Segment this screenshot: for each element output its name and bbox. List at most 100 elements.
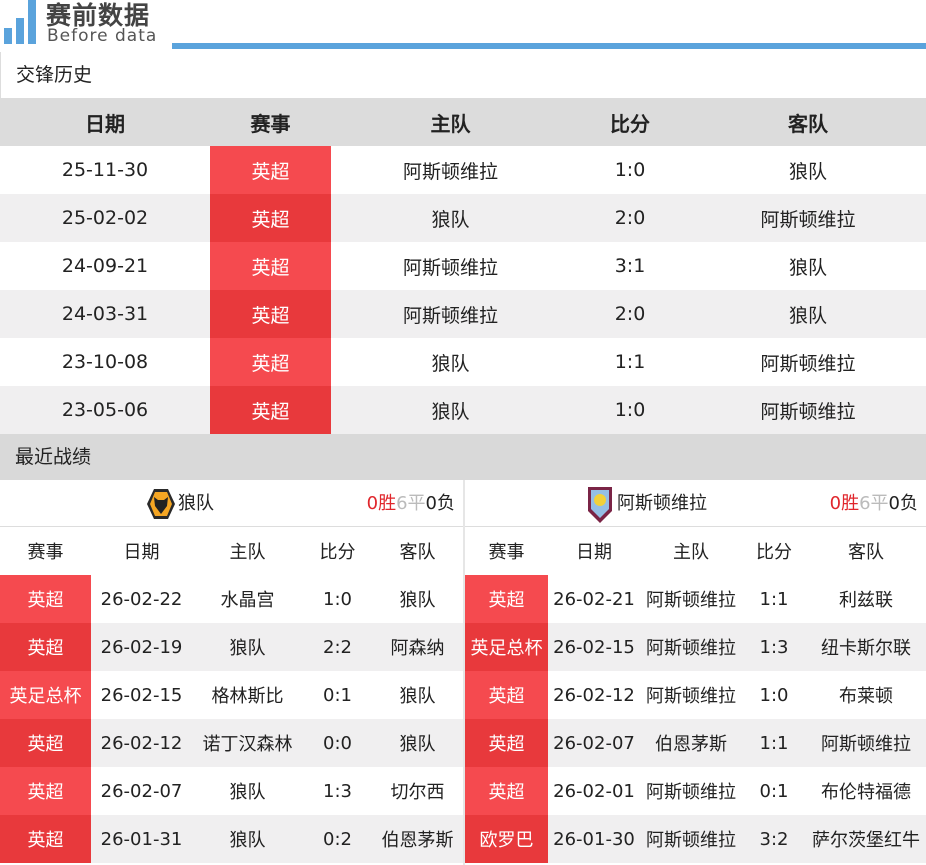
team-name: 狼队 bbox=[146, 480, 214, 527]
away-team-cell: 纽卡斯尔联 bbox=[806, 623, 926, 671]
record-summary: 0胜6平0负 bbox=[366, 493, 455, 514]
away-team-cell: 狼队 bbox=[399, 590, 436, 611]
score-cell: 3:2 bbox=[742, 815, 806, 863]
home-team-cell: 阿斯顿维拉 bbox=[640, 815, 742, 863]
competition-cell: 英超 bbox=[465, 719, 548, 767]
competition-cell: 英超 bbox=[210, 338, 331, 386]
home-team-cell: 狼队 bbox=[229, 782, 266, 803]
home-team-cell: 阿斯顿维拉 bbox=[402, 160, 498, 183]
table-row: 英足总杯 26-02-15 阿斯顿维拉 1:3 纽卡斯尔联 bbox=[465, 623, 926, 671]
column-header-date: 日期 bbox=[123, 542, 160, 563]
home-team-cell: 狼队 bbox=[192, 623, 303, 671]
date-cell: 26-02-15 bbox=[100, 684, 183, 706]
recent-panel-wolves: 狼队 0胜6平0负 赛事 日期 主队 比分 客队 英超 26-02-22 水晶宫 1:0 狼队 英超… bbox=[0, 480, 463, 863]
away-team-cell: 阿斯顿维拉 bbox=[690, 386, 926, 434]
score-cell: 3:1 bbox=[614, 255, 646, 277]
column-header-date: 日期 bbox=[0, 98, 210, 146]
table-row: 英超 26-02-21 阿斯顿维拉 1:1 利兹联 bbox=[465, 575, 926, 623]
score-cell: 1:0 bbox=[759, 684, 789, 706]
score-cell: 0:1 bbox=[323, 684, 352, 706]
away-team-cell: 利兹联 bbox=[839, 590, 893, 611]
score-cell: 0:1 bbox=[759, 780, 789, 802]
competition-cell: 英足总杯 bbox=[465, 623, 548, 671]
away-team-cell: 切尔西 bbox=[390, 782, 445, 803]
competition-cell: 英超 bbox=[0, 575, 91, 623]
competition-cell: 英超 bbox=[210, 194, 331, 242]
away-team-cell: 阿斯顿维拉 bbox=[806, 719, 926, 767]
date-cell: 23-10-08 bbox=[61, 351, 149, 373]
date-cell: 26-02-07 bbox=[548, 719, 640, 767]
home-team-cell: 阿斯顿维拉 bbox=[646, 686, 736, 707]
home-team-cell: 伯恩茅斯 bbox=[640, 719, 742, 767]
recent-table-villa: 赛事 日期 主队 比分 客队 英超 26-02-21 阿斯顿维拉 1:1 利兹联 英足总杯 26-02… bbox=[465, 527, 926, 863]
aston-villa-crest-icon bbox=[588, 486, 612, 523]
table-row: 英超 26-02-07 伯恩茅斯 1:1 阿斯顿维拉 bbox=[465, 719, 926, 767]
competition-cell: 英超 bbox=[0, 815, 91, 863]
home-team-cell: 水晶宫 bbox=[220, 590, 275, 611]
competition-cell: 英超 bbox=[210, 242, 331, 290]
score-cell: 0:0 bbox=[303, 719, 372, 767]
header-divider bbox=[172, 43, 926, 49]
date-cell: 26-01-30 bbox=[548, 815, 640, 863]
competition-cell: 英超 bbox=[465, 767, 548, 815]
home-team-cell: 阿斯顿维拉 bbox=[331, 290, 570, 338]
date-cell: 25-02-02 bbox=[0, 194, 210, 242]
column-header-date: 日期 bbox=[576, 542, 612, 563]
away-team-cell: 狼队 bbox=[788, 256, 827, 279]
score-cell: 1:3 bbox=[742, 623, 806, 671]
competition-cell: 英超 bbox=[0, 719, 91, 767]
table-row: 英超 26-02-07 狼队 1:3 切尔西 bbox=[0, 767, 463, 815]
column-header-score: 比分 bbox=[570, 98, 690, 146]
date-cell: 26-02-21 bbox=[553, 588, 635, 610]
competition-cell: 欧罗巴 bbox=[465, 815, 548, 863]
table-row: 欧罗巴 26-01-30 阿斯顿维拉 3:2 萨尔茨堡红牛 bbox=[465, 815, 926, 863]
competition-cell: 英超 bbox=[210, 146, 331, 194]
column-header-home-team: 主队 bbox=[331, 98, 570, 146]
column-header-home-team: 主队 bbox=[673, 542, 709, 563]
date-cell: 26-02-22 bbox=[100, 588, 183, 610]
home-team-cell: 狼队 bbox=[192, 815, 303, 863]
wolves-crest-icon bbox=[147, 488, 175, 519]
date-cell: 24-09-21 bbox=[61, 255, 149, 277]
competition-cell: 英足总杯 bbox=[0, 671, 91, 719]
column-header-competition: 赛事 bbox=[210, 98, 331, 146]
h2h-section-title: 交锋历史 bbox=[0, 52, 926, 98]
column-header-competition: 赛事 bbox=[488, 542, 525, 563]
column-header-away-team: 客队 bbox=[399, 542, 436, 563]
column-header-score: 比分 bbox=[319, 542, 356, 563]
logo: 赛前数据 Before data bbox=[0, 0, 170, 46]
recent-section-title: 最近战绩 bbox=[0, 434, 926, 480]
column-header-away-team: 客队 bbox=[690, 98, 926, 146]
score-cell: 2:0 bbox=[570, 290, 690, 338]
recent-table-wolves: 赛事 日期 主队 比分 客队 英超 26-02-22 水晶宫 1:0 狼队 英超 26-02-19 狼队… bbox=[0, 527, 463, 863]
table-row: 25-02-02 英超 狼队 2:0 阿斯顿维拉 bbox=[0, 194, 926, 242]
score-cell: 0:2 bbox=[303, 815, 372, 863]
score-cell: 1:1 bbox=[742, 719, 806, 767]
date-cell: 23-05-06 bbox=[0, 386, 210, 434]
table-row: 英超 26-02-22 水晶宫 1:0 狼队 bbox=[0, 575, 463, 623]
away-team-cell: 阿斯顿维拉 bbox=[760, 352, 856, 375]
table-row: 25-11-30 英超 阿斯顿维拉 1:0 狼队 bbox=[0, 146, 926, 194]
table-row: 23-10-08 英超 狼队 1:1 阿斯顿维拉 bbox=[0, 338, 926, 386]
away-team-cell: 伯恩茅斯 bbox=[372, 815, 463, 863]
competition-cell: 英超 bbox=[210, 290, 331, 338]
column-header-away-team: 客队 bbox=[848, 542, 884, 563]
home-team-cell: 狼队 bbox=[431, 352, 470, 375]
recent-panel-villa: 阿斯顿维拉 0胜6平0负 赛事 日期 主队 比分 客队 英超 26-02-21 阿斯顿维拉 1:… bbox=[465, 480, 926, 863]
date-cell: 26-02-07 bbox=[100, 780, 183, 802]
date-cell: 26-02-12 bbox=[91, 719, 192, 767]
competition-cell: 英超 bbox=[0, 623, 91, 671]
table-row: 24-09-21 英超 阿斯顿维拉 3:1 狼队 bbox=[0, 242, 926, 290]
home-team-cell: 阿斯顿维拉 bbox=[402, 256, 498, 279]
date-cell: 26-02-01 bbox=[553, 780, 635, 802]
logo-title: 赛前数据 bbox=[46, 1, 151, 30]
table-row: 英超 26-02-19 狼队 2:2 阿森纳 bbox=[0, 623, 463, 671]
table-row: 23-05-06 英超 狼队 1:0 阿斯顿维拉 bbox=[0, 386, 926, 434]
h2h-table: 日期 赛事 主队 比分 客队 25-11-30 英超 阿斯顿维拉 1:0 狼队 25-02-02 英… bbox=[0, 98, 926, 434]
table-row: 英超 26-02-12 诺丁汉森林 0:0 狼队 bbox=[0, 719, 463, 767]
panel-divider bbox=[463, 480, 465, 865]
away-team-cell: 阿斯顿维拉 bbox=[690, 194, 926, 242]
home-team-cell: 阿斯顿维拉 bbox=[646, 590, 736, 611]
score-cell: 1:0 bbox=[570, 386, 690, 434]
table-row: 英超 26-02-01 阿斯顿维拉 0:1 布伦特福德 bbox=[465, 767, 926, 815]
